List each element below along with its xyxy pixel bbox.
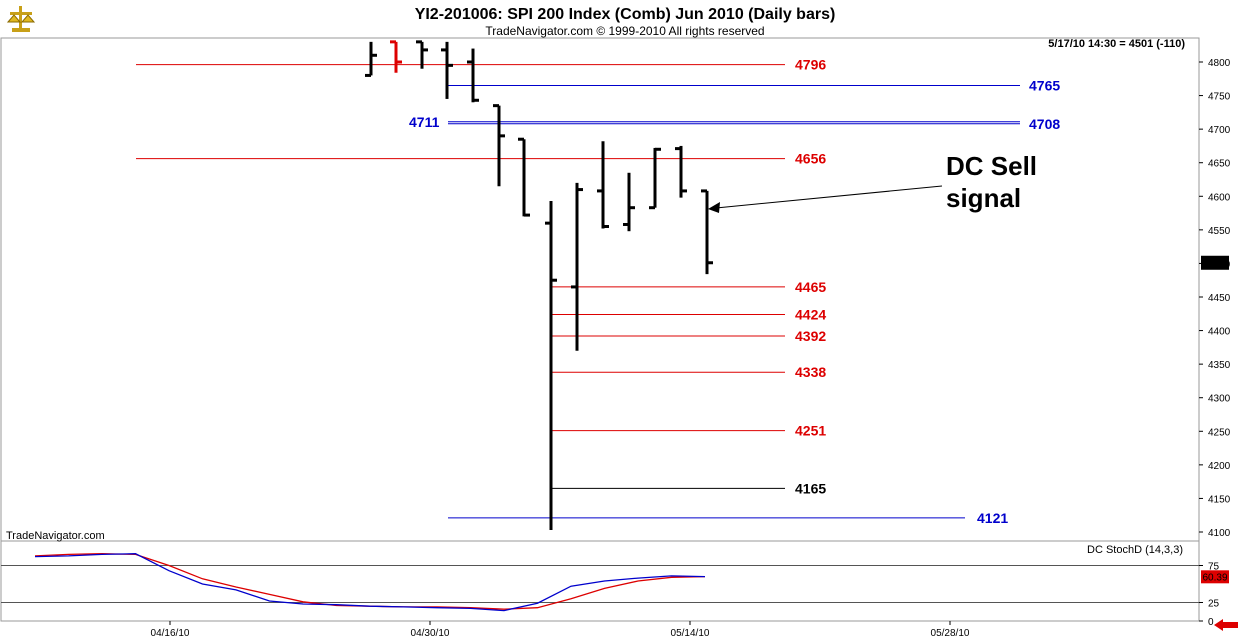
price-tick-label: 4250 xyxy=(1208,427,1231,438)
price-panel xyxy=(0,37,1200,542)
level-label: 4165 xyxy=(795,480,826,496)
oscillator-axis: 0 25 75 xyxy=(1,562,1220,628)
oscillator-lines xyxy=(34,553,706,612)
ohlc-bar xyxy=(545,200,557,530)
level-label: 4708 xyxy=(1029,116,1060,132)
price-axis: 4100415042004250430043504400445045004550… xyxy=(1199,58,1231,539)
annotation-arrow xyxy=(708,185,943,213)
price-tick-label: 4150 xyxy=(1208,494,1231,505)
level-label: 4392 xyxy=(795,328,826,344)
price-tick-label: 4550 xyxy=(1208,226,1231,237)
date-tick-label: 04/30/10 xyxy=(411,628,450,639)
price-tick-label: 4400 xyxy=(1208,327,1231,338)
oscillator-value-badge: 60.39 xyxy=(1201,570,1229,584)
price-tick-label: 4800 xyxy=(1208,58,1231,69)
last-price-label: 4501 xyxy=(1204,259,1227,270)
scales-logo-icon xyxy=(6,6,36,32)
price-tick-label: 4450 xyxy=(1208,293,1231,304)
date-tick-label: 05/28/10 xyxy=(931,628,970,639)
price-tick-label: 4600 xyxy=(1208,192,1231,203)
level-label: 4796 xyxy=(795,57,826,73)
price-tick-label: 4100 xyxy=(1208,528,1231,539)
ohlc-bars xyxy=(365,40,713,530)
date-axis: 04/16/10 04/30/10 05/14/10 05/28/10 xyxy=(151,621,970,639)
level-label: 4338 xyxy=(795,364,826,380)
price-tick-label: 4700 xyxy=(1208,125,1231,136)
ohlc-bar xyxy=(416,40,428,69)
price-tick-label: 4650 xyxy=(1208,159,1231,170)
quote-readout: 5/17/10 14:30 = 4501 (-110) xyxy=(1048,38,1185,50)
oscillator-tick-label: 75 xyxy=(1208,562,1220,573)
level-label: 4424 xyxy=(795,306,826,322)
ohlc-bar xyxy=(675,145,687,198)
level-label: 4711 xyxy=(409,114,440,130)
ohlc-bar xyxy=(365,41,377,77)
level-label: 4656 xyxy=(795,151,826,167)
date-tick-label: 04/16/10 xyxy=(151,628,190,639)
ohlc-bar xyxy=(649,147,661,210)
ohlc-bar xyxy=(571,182,583,351)
price-tick-label: 4750 xyxy=(1208,92,1231,103)
level-lines: 4796 4765 4711 4708 4656 4465 4424 4392 4338 4251… xyxy=(136,57,1060,526)
annotation-line-1: DC Sell xyxy=(946,151,1037,181)
price-tick-label: 4200 xyxy=(1208,461,1231,472)
ohlc-bar xyxy=(597,141,609,229)
oscillator-last-value: 60.39 xyxy=(1202,572,1227,583)
ohlc-bar xyxy=(623,172,635,232)
last-price-badge: 4501 xyxy=(1201,255,1229,270)
ohlc-bar xyxy=(493,104,505,187)
oscillator-tick-label: 25 xyxy=(1208,599,1220,610)
ohlc-bar xyxy=(467,48,479,103)
watermark-text: TradeNavigator.com xyxy=(6,530,105,542)
price-tick-label: 4300 xyxy=(1208,394,1231,405)
level-label: 4765 xyxy=(1029,78,1060,94)
ohlc-bar xyxy=(518,137,530,217)
annotation-line-2: signal xyxy=(946,183,1021,213)
chart-title: YI2-201006: SPI 200 Index (Comb) Jun 201… xyxy=(415,6,836,23)
scroll-left-arrow-icon[interactable] xyxy=(1214,619,1238,631)
copyright-text: TradeNavigator.com © 1999-2010 All right… xyxy=(485,24,764,38)
ohlc-bar xyxy=(390,40,402,73)
level-label: 4465 xyxy=(795,279,826,295)
level-label: 4251 xyxy=(795,423,826,439)
date-tick-label: 05/14/10 xyxy=(671,628,710,639)
oscillator-tick-label: 0 xyxy=(1208,617,1214,628)
ohlc-bar xyxy=(701,189,713,275)
level-label: 4121 xyxy=(977,510,1008,526)
oscillator-panel xyxy=(0,540,1200,622)
ohlc-bar xyxy=(441,41,453,99)
oscillator-title: DC StochD (14,3,3) xyxy=(1087,544,1183,556)
price-tick-label: 4350 xyxy=(1208,360,1231,371)
oscillator-series-line xyxy=(34,553,706,612)
